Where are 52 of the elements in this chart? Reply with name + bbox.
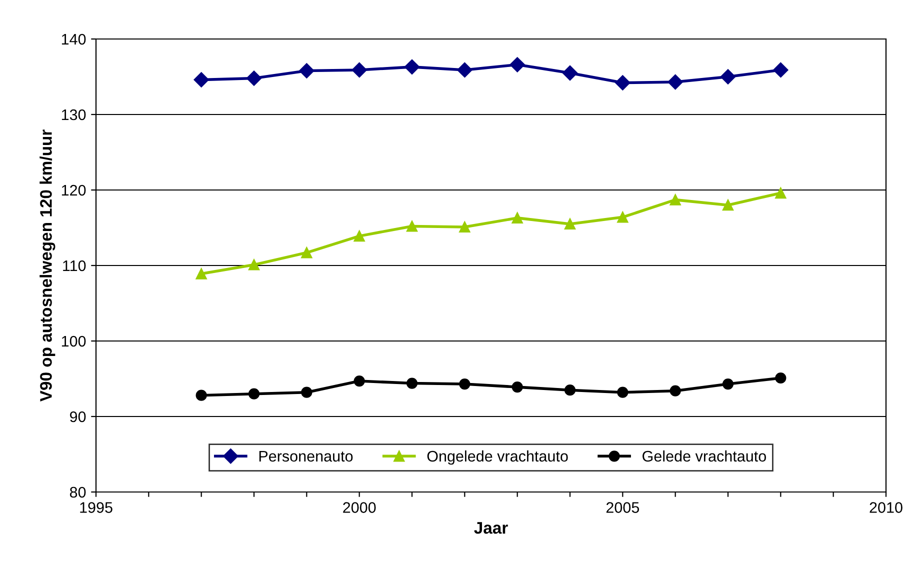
point	[617, 212, 628, 223]
point	[564, 384, 576, 396]
point	[775, 372, 786, 384]
y-tick-label: 80	[70, 486, 86, 498]
legend-label: Personenauto	[259, 450, 353, 462]
point	[404, 59, 420, 75]
legend-label: Gelede vrachtauto	[642, 450, 766, 462]
point	[459, 378, 470, 390]
point	[670, 194, 681, 206]
x-axis-title: Jaar	[474, 522, 508, 534]
point	[406, 220, 418, 232]
point	[459, 221, 470, 233]
y-axis-title: V90 op autosnelwegen 120 km/uur	[40, 130, 56, 402]
point	[194, 72, 209, 88]
point	[301, 247, 312, 258]
x-tick-label: 2000	[343, 502, 376, 513]
point	[354, 230, 365, 242]
point	[246, 70, 262, 86]
point	[512, 382, 523, 393]
point	[670, 385, 681, 396]
point	[773, 62, 788, 78]
point	[617, 386, 628, 398]
x-tick-label: 2010	[870, 502, 902, 513]
point	[775, 187, 786, 199]
point	[615, 75, 630, 90]
y-tick-label: 120	[62, 184, 86, 196]
point	[722, 378, 734, 390]
y-tick-label: 100	[62, 336, 86, 347]
y-tick-label: 140	[62, 34, 86, 45]
point	[301, 386, 312, 398]
y-tick-label: 90	[70, 411, 86, 422]
point	[564, 218, 576, 230]
point	[722, 200, 734, 211]
point	[720, 69, 736, 84]
x-tick-label: 2005	[606, 502, 640, 513]
point	[352, 62, 367, 78]
point	[457, 62, 472, 78]
y-tick-label: 130	[62, 109, 86, 120]
x-tick-label: 1995	[80, 502, 112, 513]
point	[668, 74, 683, 90]
point	[406, 378, 418, 389]
point	[248, 259, 260, 270]
y-tick-label: 110	[63, 260, 86, 272]
point	[196, 390, 207, 401]
legend-label: Ongelede vrachtauto	[427, 450, 568, 465]
point	[510, 57, 525, 72]
point	[512, 212, 523, 224]
point	[299, 63, 314, 78]
point	[354, 375, 365, 387]
point	[562, 65, 578, 81]
point	[196, 268, 207, 280]
point	[248, 388, 260, 400]
